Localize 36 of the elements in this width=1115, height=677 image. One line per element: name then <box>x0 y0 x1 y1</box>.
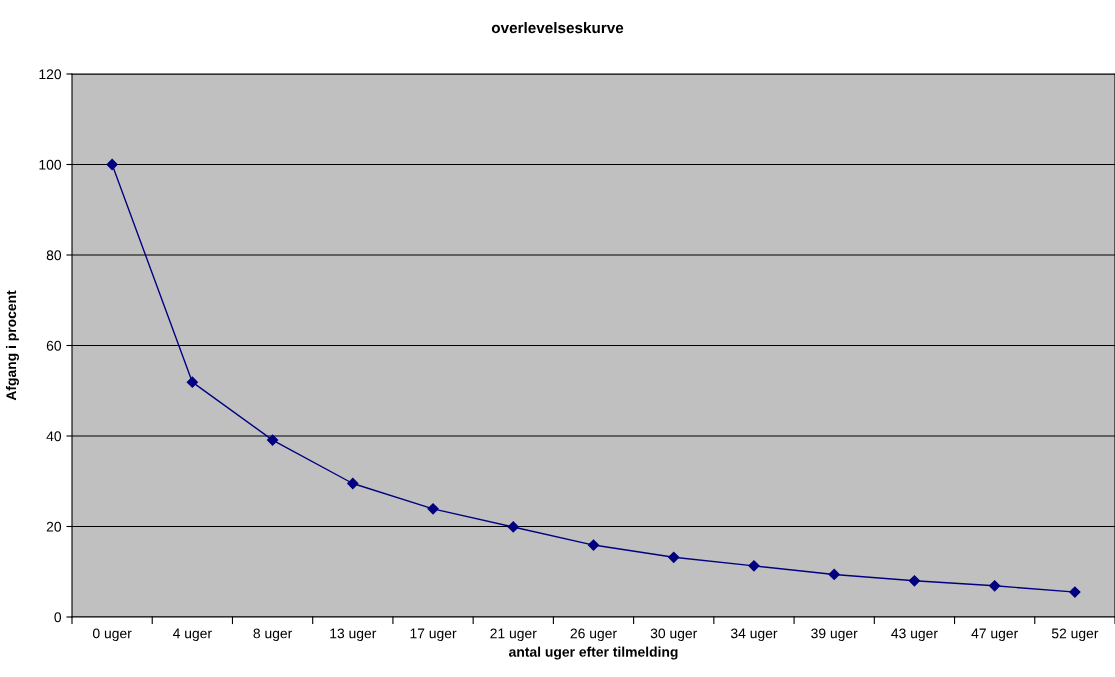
y-tick-label: 80 <box>46 250 62 261</box>
point <box>668 551 680 563</box>
y-tick-label: 120 <box>39 69 62 80</box>
y-tick-label: 0 <box>54 612 62 623</box>
point <box>106 158 118 171</box>
x-tick-label: 4 uger <box>172 628 212 642</box>
y-tick-label: 100 <box>39 159 62 170</box>
x-tick-label: 47 uger <box>971 628 1018 642</box>
y-tick-label: 60 <box>46 340 62 351</box>
point <box>1069 586 1081 598</box>
x-tick-label: 13 uger <box>330 628 377 642</box>
point <box>908 575 921 587</box>
point <box>507 521 519 533</box>
x-tick-label: 17 uger <box>410 628 457 642</box>
x-tick-label: 21 uger <box>490 628 537 642</box>
x-tick-label: 52 uger <box>1051 628 1099 642</box>
x-tick-label: 30 uger <box>650 628 698 642</box>
point <box>347 477 359 490</box>
x-tick-label: 34 uger <box>730 628 778 642</box>
point <box>186 376 198 388</box>
x-tick-label: 0 uger <box>92 628 132 642</box>
x-tick-label: 26 uger <box>570 628 617 642</box>
y-axis-title: Afgang i procent <box>5 290 19 401</box>
point <box>587 539 600 551</box>
x-axis-title: antal uger efter tilmelding <box>509 646 678 660</box>
y-tick-label: 20 <box>46 521 62 532</box>
x-tick-label: 8 uger <box>253 628 293 642</box>
x-tick-label: 39 uger <box>811 628 858 642</box>
point <box>989 580 1001 592</box>
point <box>828 568 840 581</box>
x-tick-label: 43 uger <box>891 628 938 642</box>
chart-title: overlevelseskurve <box>491 22 624 34</box>
point <box>427 503 439 515</box>
point <box>266 434 279 446</box>
point <box>748 560 760 572</box>
y-tick-label: 40 <box>46 431 62 442</box>
